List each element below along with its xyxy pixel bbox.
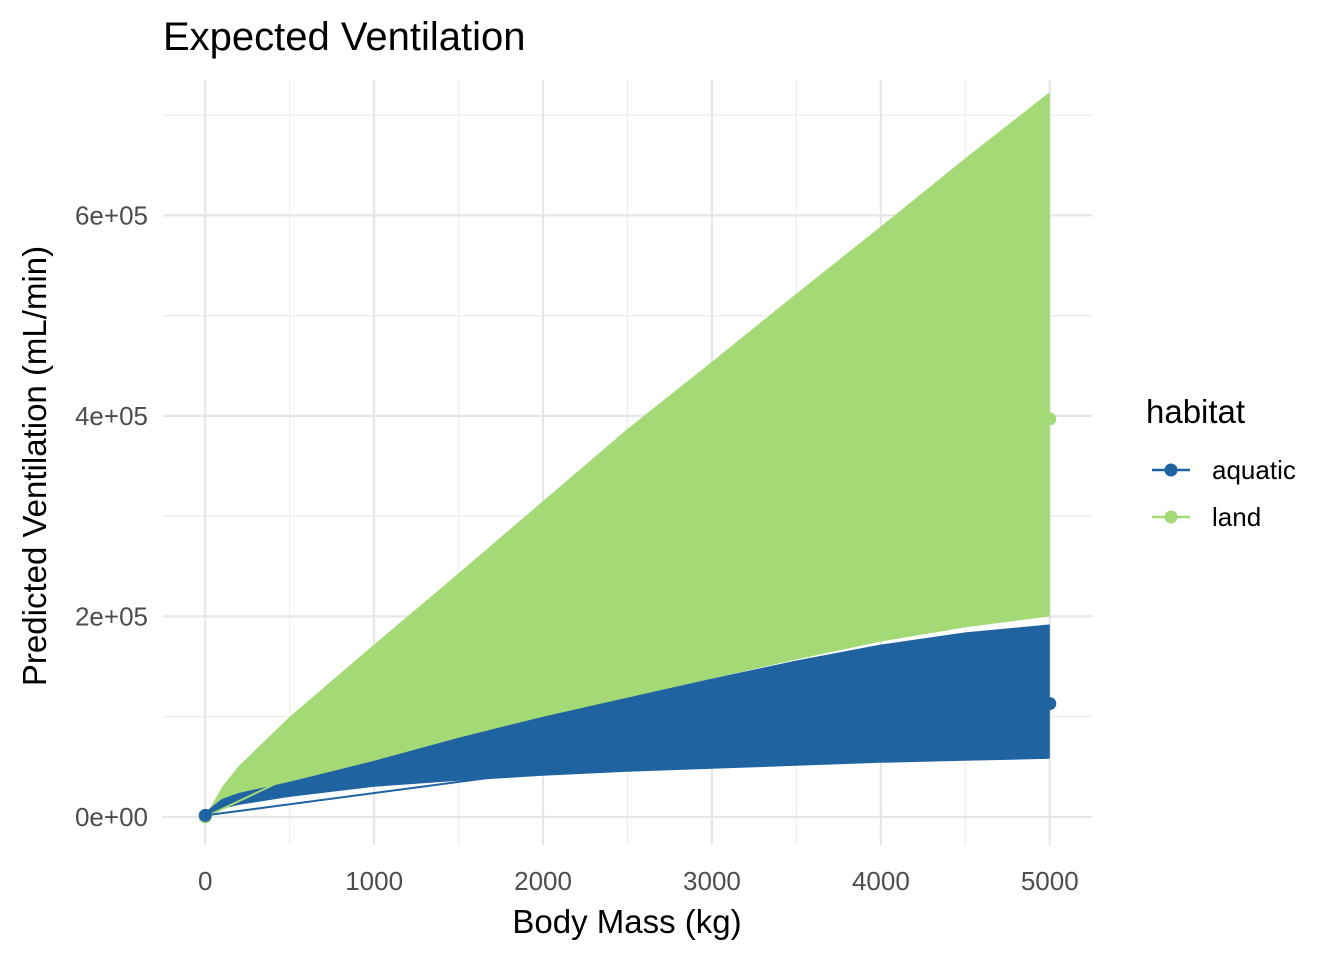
legend-title: habitat — [1146, 393, 1245, 430]
x-tick-label: 0 — [198, 866, 212, 896]
y-axis-title: Predicted Ventilation (mL/min) — [16, 246, 53, 686]
area-aquatic — [205, 624, 1050, 817]
area-land — [205, 92, 1050, 817]
legend-key-point — [1164, 463, 1178, 477]
legend-key-point — [1164, 510, 1178, 524]
x-tick-label: 3000 — [683, 866, 741, 896]
legend-label-land: land — [1212, 502, 1261, 532]
y-tick-label: 2e+05 — [75, 601, 148, 631]
point-aquatic — [1043, 697, 1057, 711]
point-land — [1043, 412, 1057, 426]
area-layer — [205, 92, 1050, 817]
line-land — [204, 417, 1051, 818]
x-axis-title: Body Mass (kg) — [512, 903, 741, 940]
y-axis-ticks: 0e+00 2e+05 4e+05 6e+05 — [75, 200, 148, 832]
y-tick-label: 4e+05 — [75, 401, 148, 431]
y-tick-label: 6e+05 — [75, 200, 148, 230]
x-tick-label: 2000 — [514, 866, 572, 896]
point-aquatic — [198, 808, 212, 822]
x-axis-ticks: 0 1000 2000 3000 4000 5000 — [198, 866, 1079, 896]
x-tick-label: 1000 — [345, 866, 403, 896]
x-tick-label: 5000 — [1021, 866, 1079, 896]
point-layer — [198, 412, 1057, 824]
legend-label-aquatic: aquatic — [1212, 455, 1296, 485]
x-tick-label: 4000 — [852, 866, 910, 896]
legend: habitat aquatic land — [1146, 393, 1296, 532]
y-tick-label: 0e+00 — [75, 802, 148, 832]
chart-title: Expected Ventilation — [163, 15, 525, 59]
line-aquatic — [205, 702, 1050, 817]
